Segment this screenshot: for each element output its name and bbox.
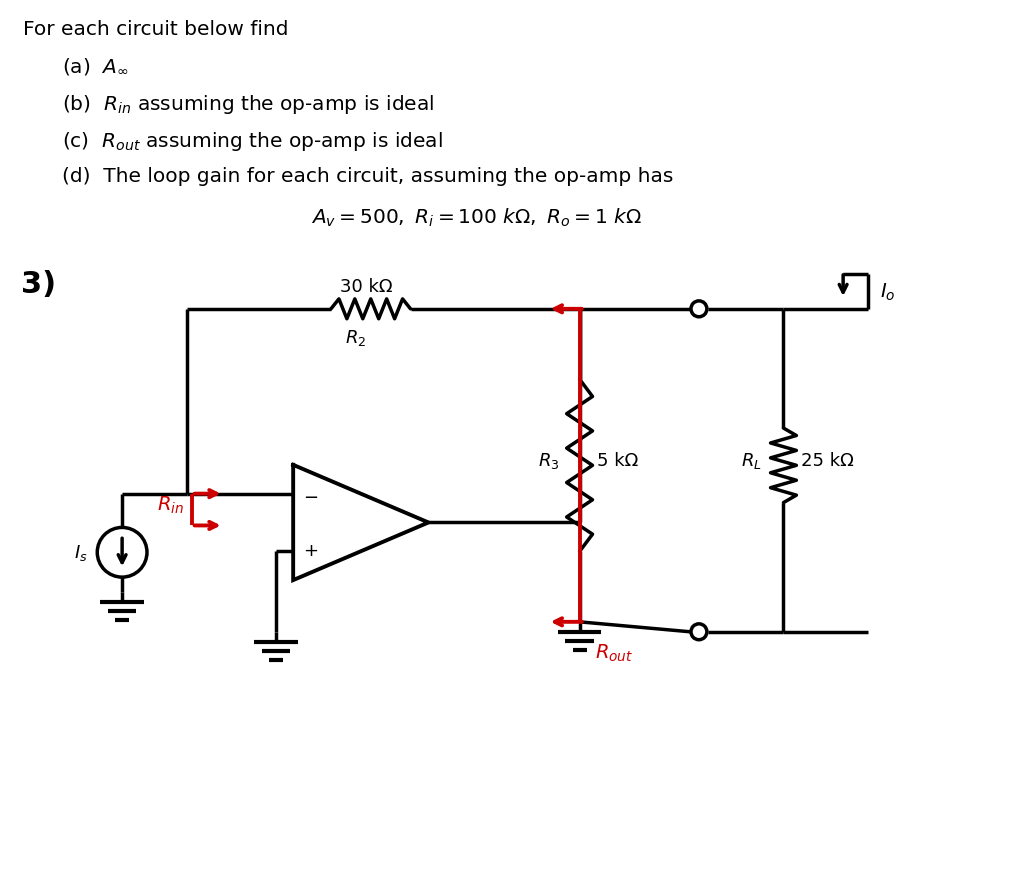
- Text: (c)  $R_{out}$ assuming the op-amp is ideal: (c) $R_{out}$ assuming the op-amp is ide…: [63, 130, 443, 153]
- Text: $R_3$: $R_3$: [538, 450, 560, 471]
- Text: 25 kΩ: 25 kΩ: [801, 452, 854, 470]
- Text: 30 kΩ: 30 kΩ: [339, 277, 392, 296]
- Text: 5 kΩ: 5 kΩ: [598, 452, 638, 470]
- Text: (d)  The loop gain for each circuit, assuming the op-amp has: (d) The loop gain for each circuit, assu…: [63, 167, 674, 185]
- Text: (b)  $R_{in}$ assuming the op-amp is ideal: (b) $R_{in}$ assuming the op-amp is idea…: [63, 93, 434, 116]
- Text: $I_s$: $I_s$: [74, 543, 87, 563]
- Text: For each circuit below find: For each circuit below find: [22, 19, 288, 39]
- Text: $A_v = 500,\ R_i = 100\ k\Omega,\ R_o = 1\ k\Omega$: $A_v = 500,\ R_i = 100\ k\Omega,\ R_o = …: [311, 206, 642, 228]
- Text: $I_o$: $I_o$: [880, 281, 896, 302]
- Text: $R_L$: $R_L$: [740, 450, 762, 471]
- Text: $R_2$: $R_2$: [345, 327, 367, 348]
- Text: (a)  $A_{\infty}$: (a) $A_{\infty}$: [63, 56, 129, 77]
- Text: $-$: $-$: [303, 486, 318, 504]
- Text: $R_{in}$: $R_{in}$: [157, 494, 184, 515]
- Text: 3): 3): [20, 270, 56, 299]
- Text: $+$: $+$: [303, 542, 318, 559]
- Text: $R_{out}$: $R_{out}$: [595, 642, 633, 663]
